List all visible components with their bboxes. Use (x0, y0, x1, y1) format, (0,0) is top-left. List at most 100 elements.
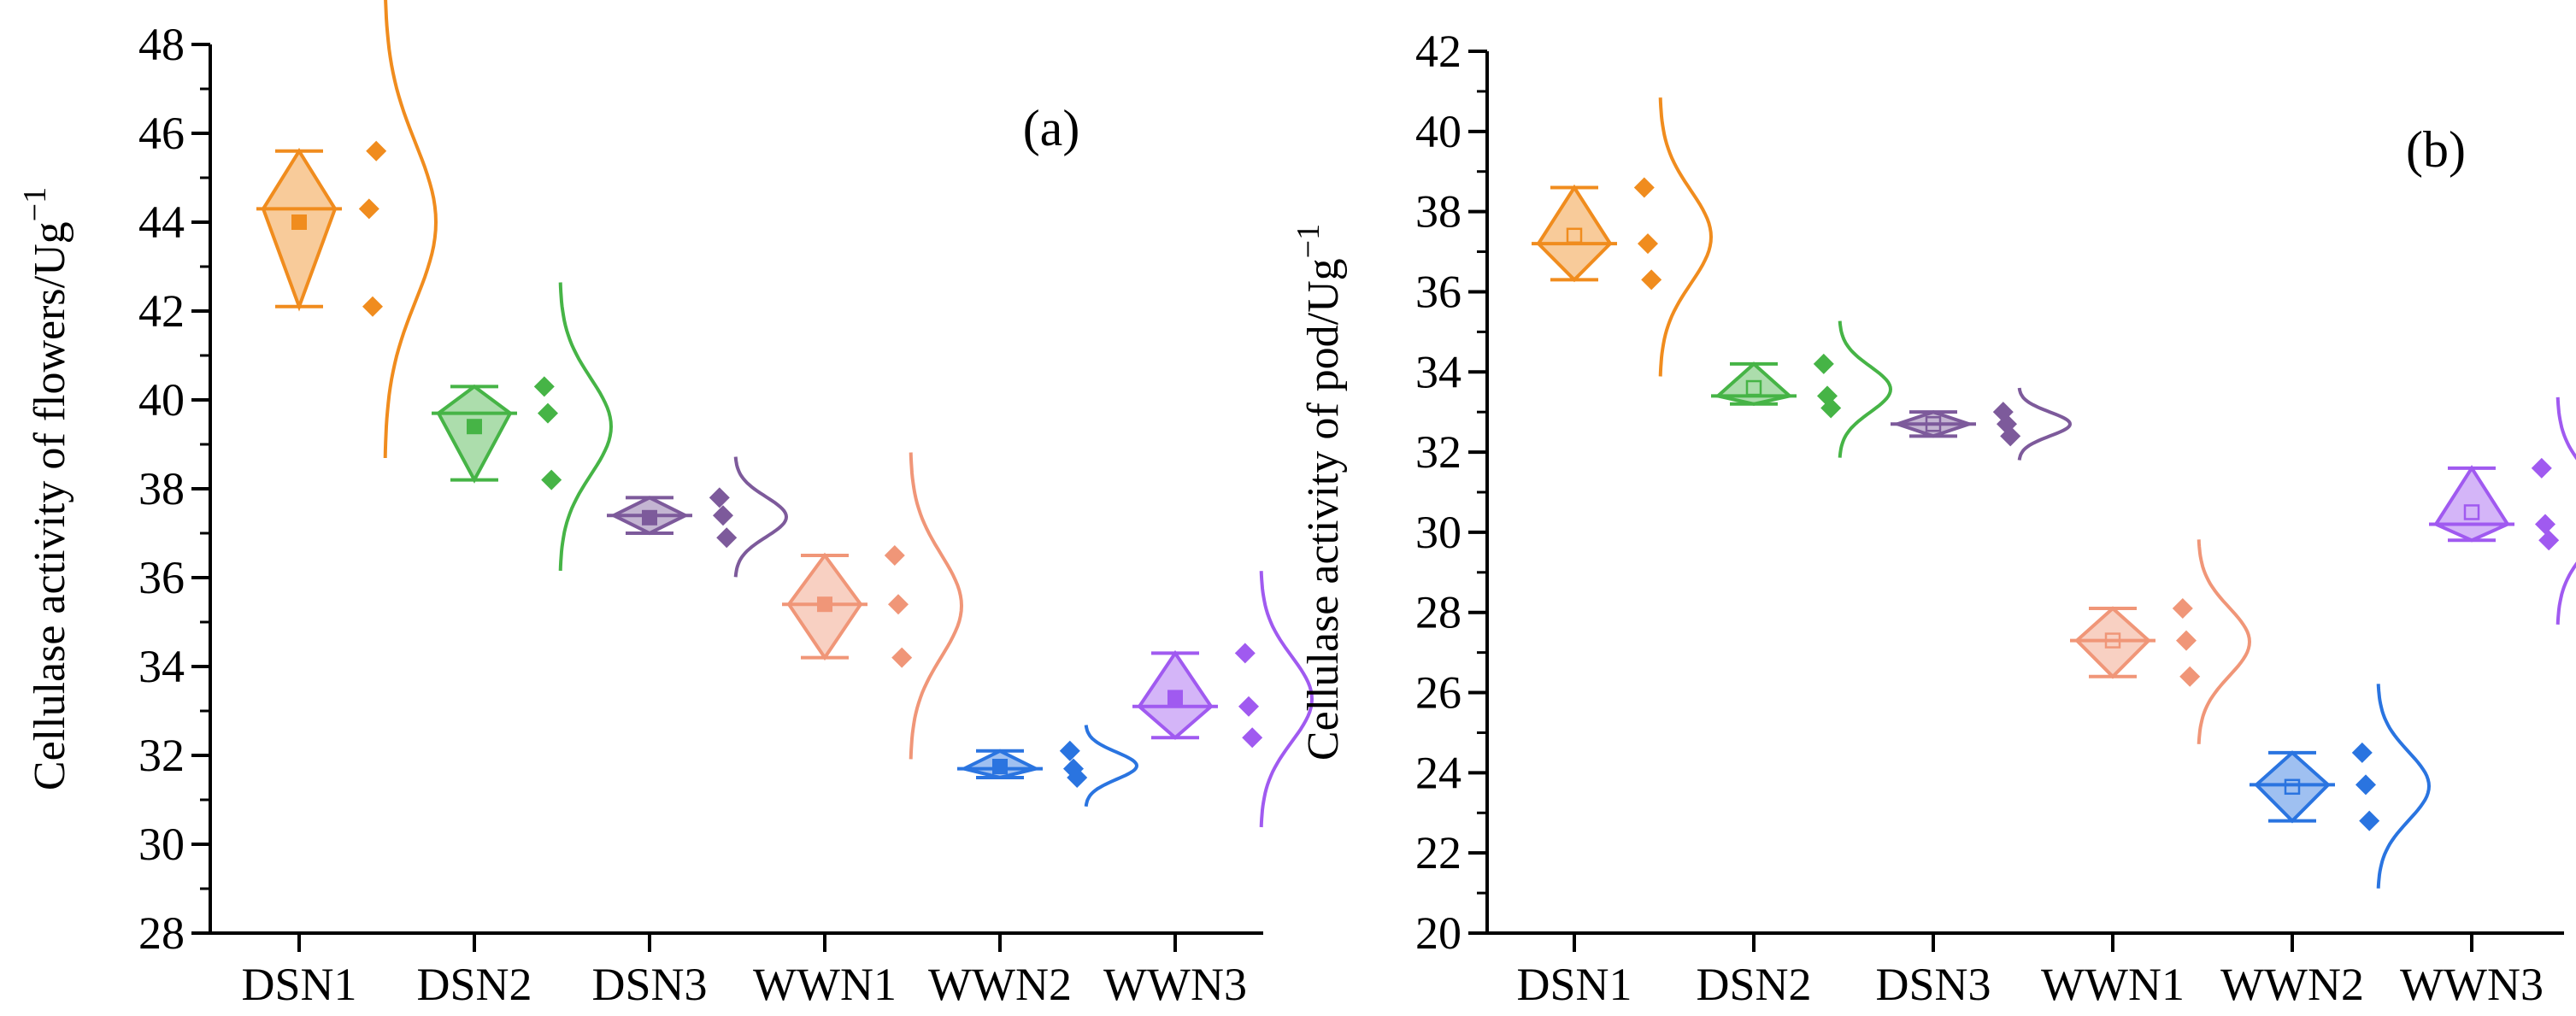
group-wwn1: WWN1 (2041, 539, 2252, 1010)
mean-marker (2104, 632, 2121, 649)
x-tick-label: WWN2 (2220, 959, 2364, 1010)
data-point (1238, 696, 1259, 717)
y-tick-label: 34 (1415, 346, 1461, 397)
x-tick-label: WWN1 (753, 959, 897, 1010)
x-tick-label: DSN1 (1516, 959, 1632, 1010)
mean-marker (1745, 379, 1762, 396)
data-point (2000, 426, 2021, 447)
data-point (366, 140, 387, 162)
data-point (2176, 630, 2197, 651)
distribution-curve (2017, 387, 2073, 461)
mean-marker (992, 759, 1008, 774)
distribution-curve (909, 452, 964, 760)
y-tick-label: 38 (138, 463, 185, 514)
mean-marker (1566, 227, 1583, 244)
x-tick-label: DSN3 (1875, 959, 1991, 1010)
y-axis-title-superscript: −1 (1291, 224, 1326, 258)
data-point (891, 647, 913, 668)
distribution-curve (2555, 396, 2576, 625)
panel-a: 28 30 32 34 36 38 40 42 44 46 48 Cellulase activity… (17, 0, 1314, 1010)
data-point (888, 594, 909, 615)
y-tick-label: 42 (1415, 26, 1461, 77)
distribution-curve (1658, 97, 1714, 377)
data-point (2531, 457, 2552, 479)
group-dsn1: DSN1 (241, 0, 438, 1010)
y-tick-label: 30 (138, 819, 185, 870)
distribution-curve (733, 456, 789, 578)
y-tick-label: 28 (138, 907, 185, 959)
x-tick-label: DSN1 (241, 959, 356, 1010)
mean-marker (291, 214, 307, 230)
x-tick-label: WWN2 (928, 959, 1072, 1010)
group-dsn1: DSN1 (1516, 97, 1714, 1010)
mean-marker (2284, 778, 2301, 796)
data-point (1067, 767, 1088, 788)
panel-label: (a) (1023, 100, 1080, 156)
box-diamond (2254, 750, 2331, 824)
y-tick-label: 42 (138, 285, 185, 337)
mean-marker (467, 419, 482, 435)
panel-b: 20 22 24 26 28 30 32 34 36 38 40 42 Cellulase activi… (1291, 26, 2576, 1010)
distribution-curve (383, 0, 438, 459)
x-tick-label: DSN2 (1696, 959, 1811, 1010)
data-point (709, 487, 730, 508)
group-wwn3: WWN3 (1103, 571, 1314, 1010)
group-wwn1: WWN1 (753, 452, 964, 1010)
y-tick-label: 40 (138, 374, 185, 426)
data-point (2359, 810, 2380, 831)
y-tick-label: 36 (1415, 266, 1461, 317)
y-axis-title-text: Cellulase activity of flowers/Ug (26, 221, 74, 790)
data-point (1242, 727, 1263, 749)
data-point (1820, 397, 1842, 419)
mean-marker (817, 596, 832, 613)
data-point (2535, 514, 2555, 535)
data-point (533, 376, 555, 397)
y-axis-title-text: Cellulase activity of pod/Ug (1299, 258, 1348, 761)
x-tick-label: WWN3 (1103, 959, 1247, 1010)
group-dsn2: DSN2 (416, 282, 614, 1010)
y-tick-label: 34 (138, 641, 185, 692)
box-diamond (1536, 184, 1613, 283)
data-point (2351, 742, 2373, 763)
y-tick-label: 36 (138, 552, 185, 603)
data-point (1641, 269, 1662, 291)
y-tick-label: 32 (138, 730, 185, 781)
box-diamond (1714, 361, 1794, 406)
group-wwn2: WWN2 (2220, 684, 2432, 1010)
data-point (713, 505, 733, 526)
data-point (362, 296, 383, 317)
distribution-curve (1084, 725, 1139, 808)
x-tick-label: DSN3 (591, 959, 707, 1010)
y-tick-label: 26 (1415, 667, 1461, 719)
x-tick-label: DSN2 (416, 959, 532, 1010)
panel-label: (b) (2406, 121, 2466, 178)
data-point (2172, 598, 2193, 620)
data-point (716, 527, 738, 549)
group-wwn3: WWN3 (2400, 396, 2576, 1010)
y-tick-label: 48 (138, 19, 185, 70)
distribution-curve (2197, 539, 2252, 744)
y-tick-label: 44 (138, 197, 185, 248)
box-diamond (2074, 606, 2151, 679)
data-point (541, 469, 562, 490)
group-dsn3: DSN3 (591, 456, 789, 1010)
y-tick-label: 40 (1415, 106, 1461, 157)
y-tick-label: 20 (1415, 907, 1461, 959)
data-point (538, 402, 558, 424)
y-tick-label: 24 (1415, 747, 1461, 798)
y-tick-label: 46 (138, 108, 185, 159)
data-point (1638, 233, 1658, 255)
x-tick-label: WWN1 (2041, 959, 2185, 1010)
mean-marker (1925, 416, 1942, 432)
mean-marker (1167, 690, 1183, 706)
data-point (1059, 740, 1080, 761)
distribution-curve (1259, 571, 1314, 828)
y-axis-title: Cellulase activity of pod/Ug−1 (1291, 224, 1348, 761)
box-diamond (2433, 465, 2510, 543)
y-axis-title-superscript: −1 (17, 187, 53, 221)
x-tick-label: WWN3 (2400, 959, 2544, 1010)
data-point (884, 545, 905, 566)
data-point (358, 198, 379, 220)
mean-marker (642, 509, 657, 526)
